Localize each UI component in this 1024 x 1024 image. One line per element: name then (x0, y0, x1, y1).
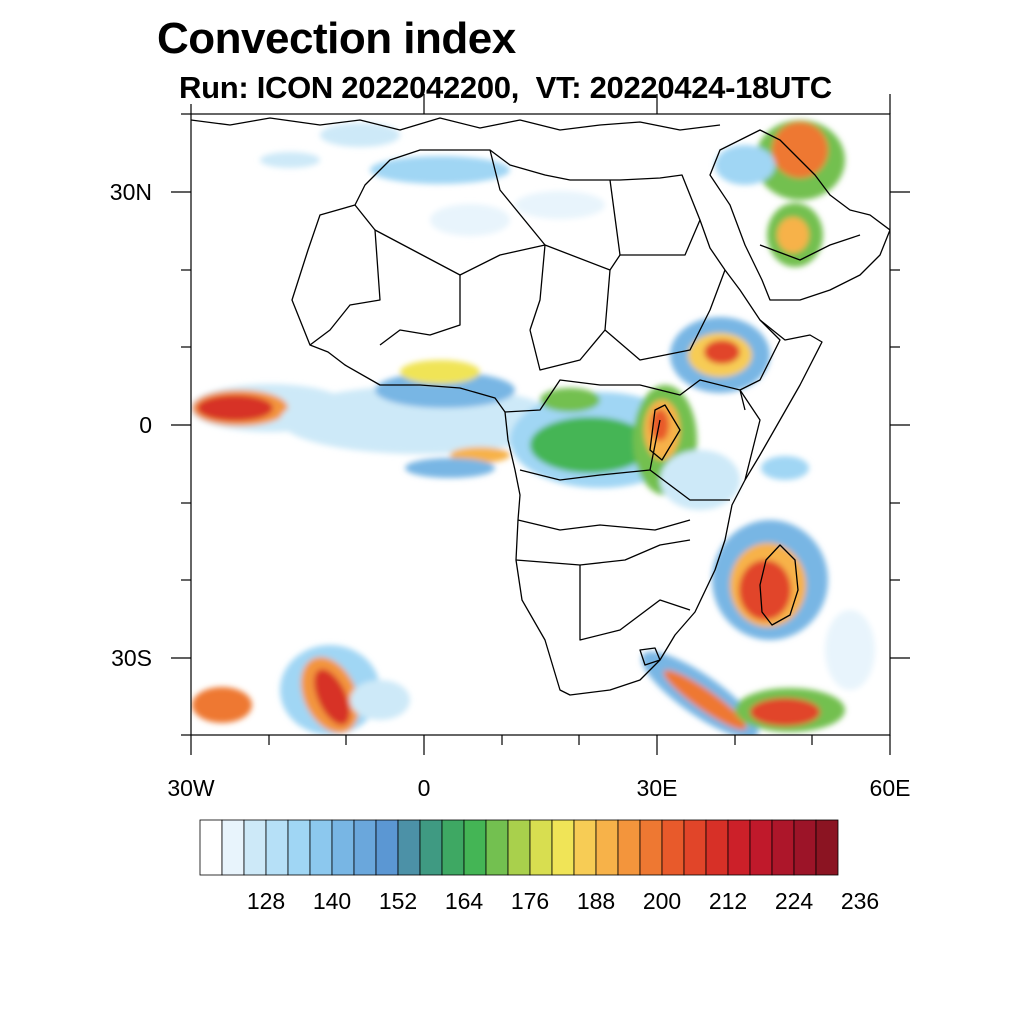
africa-coast (291, 149, 823, 696)
convection-cell (777, 217, 809, 253)
convection-cell (651, 409, 669, 441)
colorbar-swatch (463, 819, 487, 876)
convection-cell (430, 204, 510, 236)
colorbar-swatch (727, 819, 751, 876)
colorbar-swatch (683, 819, 707, 876)
lat-label-0: 0 (139, 412, 152, 438)
lon-label-60e: 60E (869, 775, 911, 801)
colorbar-label: 140 (312, 888, 352, 914)
colorbar-swatch (331, 819, 355, 876)
axis-ticks (171, 94, 910, 755)
colorbar-swatch (441, 819, 465, 876)
colorbar-swatch (265, 819, 289, 876)
border (604, 269, 726, 361)
convection-cell (192, 687, 252, 723)
colorbar-swatch (287, 819, 311, 876)
colorbar-swatch (749, 819, 773, 876)
lon-label-30w: 30W (167, 775, 215, 801)
convection-cell (197, 395, 273, 421)
border (529, 329, 606, 371)
colorbar-swatch (419, 819, 443, 876)
colorbar-swatch (705, 819, 729, 876)
convection-cell (260, 152, 320, 168)
colorbar-swatch (485, 819, 509, 876)
convection-cell (739, 560, 791, 620)
border (374, 229, 621, 276)
border (309, 204, 381, 346)
colorbar-swatch (221, 819, 245, 876)
border (739, 319, 781, 391)
colorbar-label: 176 (510, 888, 550, 914)
madagascar-coast (759, 544, 799, 626)
convection-field (191, 120, 875, 735)
colorbar-swatch (551, 819, 575, 876)
colorbar-swatch (793, 819, 817, 876)
convection-cell (350, 680, 410, 720)
map-subtitle: Run: ICON 2022042200, VT: 20220424-18UTC (179, 70, 832, 105)
lake (649, 404, 681, 461)
colorbar-swatch (617, 819, 641, 876)
convection-cell (370, 156, 510, 184)
colorbar-swatch (595, 819, 619, 876)
lat-label-30s: 30S (111, 645, 152, 671)
colorbar-label: 128 (246, 888, 286, 914)
colorbar-swatch (243, 819, 267, 876)
arabia-coast (709, 129, 890, 301)
lon-label-0: 0 (417, 775, 431, 801)
convection-cell (825, 610, 875, 690)
border (504, 379, 746, 413)
lon-label-30e: 30E (636, 775, 678, 801)
border (649, 469, 730, 501)
colorbar-swatch (771, 819, 795, 876)
colorbar-swatch (661, 819, 685, 876)
convection-cell (540, 388, 600, 412)
colorbar (199, 819, 839, 876)
convection-cell (715, 145, 775, 185)
colorbar-swatch (375, 819, 399, 876)
coastlines (191, 117, 890, 696)
lat-label-30n: 30N (109, 179, 152, 205)
colorbar-label: 224 (774, 888, 814, 914)
convection-cell (761, 456, 809, 480)
convection-cell (405, 458, 495, 478)
border (759, 234, 861, 261)
convection-cell (704, 340, 740, 364)
border (739, 389, 761, 481)
colorbar-label: 188 (576, 888, 616, 914)
colorbar-swatch (573, 819, 597, 876)
colorbar-label: 152 (378, 888, 418, 914)
colorbar-swatch (815, 819, 839, 876)
colorbar-label: 164 (444, 888, 484, 914)
border (489, 149, 546, 331)
convection-cell (320, 123, 400, 147)
colorbar-swatch (199, 819, 223, 876)
convection-cell (530, 417, 650, 473)
convection-cell (375, 372, 515, 408)
convection-cell (314, 669, 350, 725)
border (379, 275, 461, 346)
border (639, 647, 661, 666)
colorbar-label: 236 (840, 888, 880, 914)
europe-coast (191, 117, 721, 131)
border (609, 179, 701, 256)
convection-cell (663, 670, 747, 730)
convection-cell (400, 360, 480, 384)
colorbar-label: 200 (642, 888, 682, 914)
colorbar-swatch (639, 819, 663, 876)
convection-cell (660, 450, 740, 510)
convection-cell (772, 122, 828, 178)
map-title: Convection index (157, 14, 516, 63)
colorbar-swatch (353, 819, 377, 876)
colorbar-swatch (309, 819, 333, 876)
border (579, 565, 691, 641)
colorbar-swatch (507, 819, 531, 876)
colorbar-label: 212 (708, 888, 748, 914)
convection-cell (750, 698, 820, 726)
border (517, 519, 691, 531)
border (515, 539, 691, 566)
colorbar-swatch (397, 819, 421, 876)
colorbar-swatch (529, 819, 553, 876)
convection-cell (515, 191, 605, 219)
